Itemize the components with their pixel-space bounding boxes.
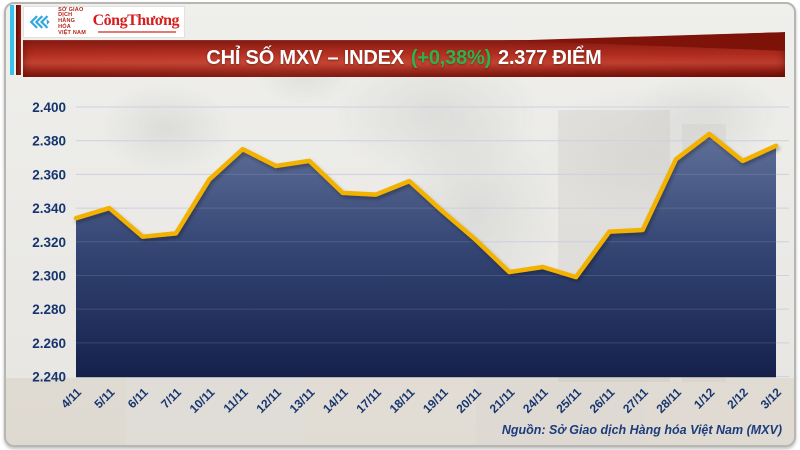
x-tick-label: 21/11 [487,385,518,416]
x-tick-label: 7/11 [158,385,184,411]
y-tick-label: 2.280 [32,302,66,317]
y-tick-label: 2.360 [32,167,66,182]
chart-area-fill [76,133,776,377]
x-tick-label: 4/11 [58,385,84,411]
y-tick-label: 2.400 [32,100,66,115]
mxv-logo-arrow [46,19,50,25]
chart-y-axis-labels: 2.400 2.380 2.360 2.340 2.320 2.300 2.280 2.260… [32,100,66,385]
x-tick-label: 26/11 [587,385,618,416]
x-tick-label: 20/11 [453,385,484,416]
x-tick-label: 6/11 [125,385,151,411]
banner-index-value: 2.377 ĐIỂM [498,47,602,69]
congthuong-logo: CôngThương [92,12,180,29]
y-tick-label: 2.240 [32,370,66,385]
y-tick-label: 2.320 [32,235,66,250]
x-tick-label: 24/11 [520,385,551,416]
congthuong-logo-underline [98,31,176,33]
y-tick-label: 2.340 [32,201,66,216]
x-tick-label: 17/11 [353,385,384,416]
y-tick-label: 2.260 [32,336,66,351]
x-tick-label: 28/11 [653,385,684,416]
x-tick-label: 2/12 [724,385,751,412]
x-tick-label: 11/11 [221,385,251,415]
logo-box: SỞ GIAO DỊCH HÀNG HÓA VIỆT NAM CôngThươn… [23,6,185,38]
source-caption: Nguồn: Sở Giao dịch Hàng hóa Việt Nam (M… [501,423,782,437]
x-tick-label: 5/11 [92,385,118,411]
accent-bar-cyan [10,5,14,75]
x-tick-label: 1/12 [691,385,718,412]
x-tick-label: 12/11 [253,385,284,416]
logo-org-line: HÀNG HÓA [58,18,76,30]
x-tick-label: 13/11 [287,385,318,416]
chart-index-line [73,131,779,280]
logo-org-name: SỞ GIAO DỊCH HÀNG HÓA VIỆT NAM [58,6,89,37]
x-tick-label: 14/11 [320,385,351,416]
x-tick-label: 27/11 [620,385,651,416]
x-tick-label: 19/11 [420,385,451,416]
chart-x-axis-labels: 4/11 5/11 6/11 7/11 10/11 11/11 12/11 13/11 14/1… [58,385,784,416]
x-tick-label: 25/11 [553,385,584,416]
title-banner: CHỈ SỐ MXV – INDEX (+0,38%) 2.377 ĐIỂM [23,32,785,77]
logo-org-line: SỞ GIAO DỊCH [58,6,84,19]
banner-title: CHỈ SỐ MXV – INDEX [206,47,404,69]
y-tick-label: 2.300 [32,268,66,283]
x-tick-label: 18/11 [387,385,418,416]
x-tick-label: 10/11 [187,385,218,416]
logo-org-line: VIỆT NAM [58,29,86,36]
y-tick-label: 2.380 [32,134,66,149]
accent-bar-red [16,5,21,75]
mxv-logo-icon [29,15,50,29]
banner-change-percent: (+0,38%) [410,47,492,69]
x-tick-label: 3/12 [758,385,785,412]
